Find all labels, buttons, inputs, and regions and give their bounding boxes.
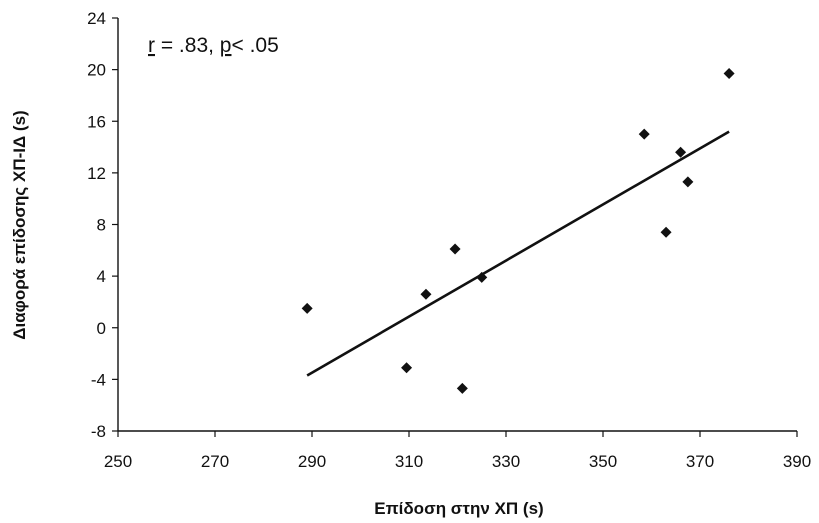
data-point	[638, 128, 650, 140]
y-tick-label: 24	[87, 9, 106, 28]
x-tick-label: 250	[104, 452, 132, 471]
data-point	[675, 146, 687, 158]
x-tick-label: 290	[298, 452, 326, 471]
tick-labels: 250 270 290 310 330 350 370 390 -8 -4 0 4 8 12 16 20 24	[87, 9, 811, 471]
data-points	[301, 67, 735, 394]
data-point	[476, 271, 488, 283]
r-value: = .83,	[155, 34, 220, 57]
data-point	[420, 288, 432, 300]
x-tick-label: 330	[492, 452, 520, 471]
x-axis-title: Επίδοση στην ΧΠ (s)	[374, 499, 543, 518]
data-point	[449, 243, 461, 255]
y-tick-label: 0	[97, 319, 106, 338]
y-tick-label: 12	[87, 164, 106, 183]
p-letter: p	[220, 34, 232, 57]
data-point	[456, 382, 468, 394]
axes	[117, 18, 797, 432]
y-tick-label: -4	[91, 370, 106, 389]
trendline	[306, 130, 730, 377]
p-value: < .05	[231, 34, 278, 57]
r-letter: r	[148, 34, 155, 57]
x-tick-label: 350	[589, 452, 617, 471]
x-tick-label: 310	[395, 452, 423, 471]
y-tick-label: 4	[97, 267, 106, 286]
data-point	[301, 302, 313, 314]
correlation-annotation: r = .83, p< .05	[148, 34, 279, 57]
y-tick-label: -8	[91, 422, 106, 441]
x-tick-label: 270	[201, 452, 229, 471]
y-axis-title: Διαφορά επίδοσης ΧΠ-ΙΔ (s)	[10, 110, 29, 339]
data-point	[401, 362, 413, 374]
y-tick-label: 20	[87, 61, 106, 80]
y-tick-label: 16	[87, 112, 106, 131]
x-tick-label: 370	[686, 452, 714, 471]
data-point	[682, 176, 694, 188]
ticks	[112, 17, 798, 437]
data-point	[660, 226, 672, 238]
x-tick-label: 390	[783, 452, 811, 471]
trendline-group	[306, 130, 730, 377]
y-tick-label: 8	[97, 216, 106, 235]
data-point	[723, 67, 735, 79]
